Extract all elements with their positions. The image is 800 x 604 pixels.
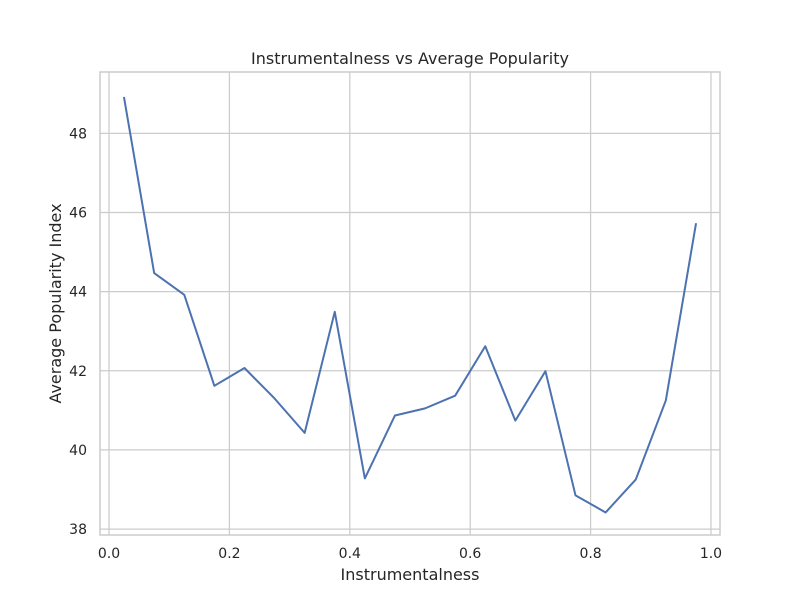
x-axis-title: Instrumentalness <box>341 565 480 584</box>
y-axis-title: Average Popularity Index <box>46 203 65 403</box>
x-axis-ticks: 0.0 0.2 0.4 0.6 0.8 1.0 <box>98 546 722 562</box>
y-tick-label: 46 <box>69 205 87 221</box>
plot-frame <box>99 71 721 536</box>
series-line <box>123 96 697 514</box>
y-tick-label: 48 <box>69 126 87 142</box>
y-axis-ticks: 38 40 42 44 46 48 <box>69 126 87 538</box>
x-tick-label: 0.4 <box>339 546 361 562</box>
chart-title: Instrumentalness vs Average Popularity <box>251 49 569 68</box>
y-tick-label: 40 <box>69 443 87 459</box>
x-tick-label: 0.2 <box>218 546 240 562</box>
y-tick-label: 44 <box>69 285 87 301</box>
x-tick-label: 1.0 <box>700 546 722 562</box>
x-tick-label: 0.0 <box>98 546 120 562</box>
y-tick-label: 38 <box>69 522 87 538</box>
x-tick-label: 0.6 <box>459 546 481 562</box>
series-layer <box>123 96 697 514</box>
grid <box>100 72 720 535</box>
y-tick-label: 42 <box>69 364 87 380</box>
x-tick-label: 0.8 <box>579 546 601 562</box>
